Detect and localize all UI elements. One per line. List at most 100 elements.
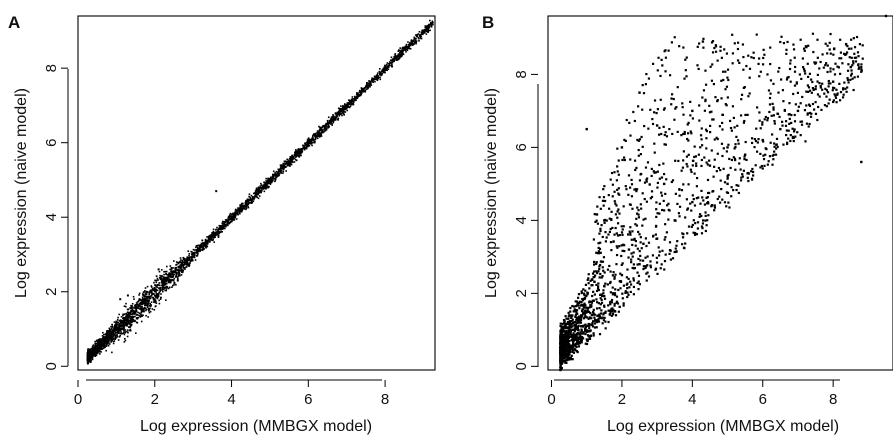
panel-b-point xyxy=(597,270,600,273)
panel-a-point xyxy=(342,109,345,112)
panel-b-point xyxy=(561,354,565,357)
panel-b-point xyxy=(622,225,625,228)
panel-b-point xyxy=(632,263,635,266)
panel-a-point xyxy=(99,340,101,343)
panel-a-point xyxy=(309,138,312,141)
panel-b-point xyxy=(660,194,664,197)
panel-b-point xyxy=(727,143,730,146)
panel-a-point xyxy=(182,261,185,264)
panel-a-point xyxy=(223,227,226,230)
panel-a-point xyxy=(380,73,382,75)
panel-a-point xyxy=(230,217,233,220)
panel-a-point xyxy=(116,331,119,334)
panel-b-point xyxy=(611,307,614,310)
panel-a-point xyxy=(134,311,137,314)
panel-a-point xyxy=(144,294,146,297)
panel-a-point xyxy=(346,102,349,104)
panel-b-point xyxy=(589,300,593,303)
panel-a-point xyxy=(176,276,179,278)
panel-b-point xyxy=(814,101,817,104)
panel-a-point xyxy=(275,176,278,178)
panel-b-point xyxy=(796,131,799,134)
panel-a-point xyxy=(100,340,103,343)
panel-a-point xyxy=(145,309,147,312)
panel-a-point xyxy=(189,256,191,258)
panel-a-point xyxy=(212,228,215,231)
panel-b-point xyxy=(602,196,606,199)
panel-a-point xyxy=(343,106,346,109)
panel-a-point xyxy=(384,64,387,67)
panel-b-point xyxy=(591,325,595,328)
panel-b-point xyxy=(695,197,698,200)
panel-b-point xyxy=(836,65,839,68)
panel-a-point xyxy=(163,281,166,284)
panel-a-point xyxy=(169,268,171,271)
panel-a-point xyxy=(95,346,97,349)
panel-a-point xyxy=(94,343,97,346)
panel-a-point xyxy=(122,326,125,328)
panel-a-point xyxy=(223,224,226,226)
panel-b-point xyxy=(611,183,614,186)
panel-b-point xyxy=(813,61,816,64)
panel-a-point xyxy=(376,72,379,74)
panel-b-point xyxy=(559,341,562,344)
panel-a-point xyxy=(128,315,130,318)
panel-a-point xyxy=(298,153,301,155)
panel-b-point xyxy=(651,235,655,238)
panel-b-point xyxy=(579,334,582,337)
panel-b-point xyxy=(742,169,745,172)
panel-a-point xyxy=(300,150,303,152)
panel-b-point xyxy=(637,105,640,108)
panel-a-point xyxy=(149,303,151,305)
panel-b-point xyxy=(582,305,585,308)
panel-b-point xyxy=(595,219,598,222)
panel-a-point xyxy=(424,26,427,29)
panel-b-point xyxy=(565,347,569,351)
panel-b-point xyxy=(702,89,706,92)
panel-a-point xyxy=(352,98,354,100)
panel-a-point xyxy=(108,335,111,338)
panel-b-point xyxy=(632,277,635,280)
panel-b-point xyxy=(600,309,603,312)
panel-b-point xyxy=(652,170,655,173)
panel-a-point xyxy=(332,115,335,117)
panel-a-point xyxy=(113,328,116,331)
panel-b-point xyxy=(607,304,610,307)
panel-b-point xyxy=(827,85,830,88)
panel-b-point xyxy=(850,72,853,75)
panel-a-point xyxy=(108,327,111,330)
panel-a-point xyxy=(145,297,147,300)
panel-a-point xyxy=(239,204,242,207)
panel-a-point xyxy=(97,348,99,351)
panel-b-point xyxy=(777,91,780,94)
panel-a-point xyxy=(115,321,117,324)
panel-b-point xyxy=(792,92,795,96)
panel-a-point xyxy=(155,288,158,291)
panel-b-point xyxy=(644,266,647,270)
panel-b-point xyxy=(745,64,748,68)
panel-b-point xyxy=(751,167,754,171)
panel-a-point xyxy=(406,49,409,52)
panel-a-point xyxy=(283,166,285,168)
panel-b-point xyxy=(563,359,566,362)
panel-a-point xyxy=(111,351,113,354)
panel-b-point xyxy=(793,120,797,123)
panel-a-point xyxy=(345,105,347,108)
panel-b-point xyxy=(691,164,694,167)
panel-a-point xyxy=(123,333,126,336)
panel-b-point xyxy=(641,192,644,195)
panel-a-point xyxy=(123,341,126,343)
panel-a-point xyxy=(94,355,96,358)
panel-a-point xyxy=(180,270,183,273)
panel-a-point xyxy=(113,329,116,332)
panel-a-point xyxy=(243,204,246,207)
panel-b-point xyxy=(675,244,678,247)
panel-b-point xyxy=(568,358,571,361)
panel-a-point xyxy=(204,238,207,241)
panel-a-point xyxy=(308,142,310,145)
panel-a-point xyxy=(204,245,207,247)
panel-a-point xyxy=(429,29,431,32)
panel-a-point xyxy=(314,140,316,143)
panel-b-point xyxy=(634,223,637,226)
